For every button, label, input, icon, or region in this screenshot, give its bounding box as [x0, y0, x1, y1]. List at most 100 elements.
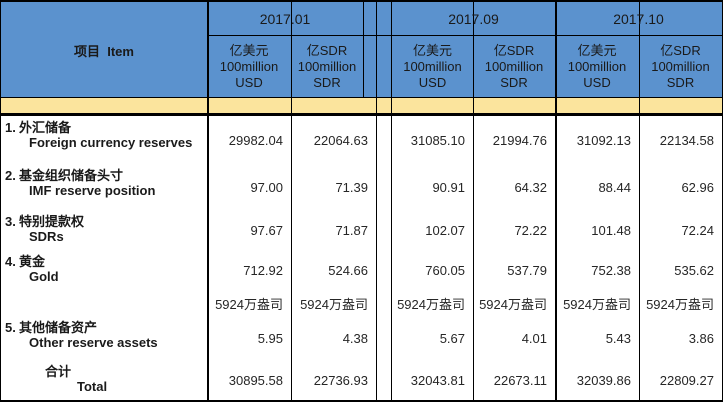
date-header-1: 2017.01	[259, 11, 311, 27]
grid-line	[207, 2, 209, 400]
cell-value: 71.87	[335, 222, 368, 238]
cell-value: 62.96	[681, 179, 714, 195]
grid-line	[0, 0, 1, 402]
row-label-zh: 合计	[45, 364, 72, 379]
row-label-zh: 其他储备资产	[19, 320, 98, 335]
row-number: 2.	[5, 168, 16, 183]
table-row-sdrs: 3. 特别提款权 SDRs 97.67 71.87 102.07 72.22 1…	[0, 210, 723, 250]
row-number: 1.	[5, 120, 16, 135]
cell-value: 64.32	[514, 179, 547, 195]
unit-line: 100million	[403, 58, 462, 74]
unit-line: 100million	[651, 58, 710, 74]
unit-line: 100million	[567, 58, 627, 74]
cell-value: 90.91	[432, 179, 465, 195]
unit-header-sdr-2: 亿SDR 100million SDR	[473, 36, 555, 97]
unit-header-usd-1: 亿美元 100million USD	[207, 36, 291, 97]
cell-value: 72.22	[514, 222, 547, 238]
cell-value: 31092.13	[576, 132, 631, 148]
item-header: 项目 Item	[74, 43, 134, 59]
unit-header-usd-3: 亿美元 100million USD	[555, 36, 639, 97]
table-row-total: 合计 Total 30895.58 22736.93 32043.81 2267…	[0, 360, 723, 400]
cell-value: 760.05	[425, 262, 465, 278]
cell-value: 97.00	[250, 179, 283, 195]
cell-value: 29982.04	[228, 132, 283, 148]
cell-value: 22064.63	[313, 132, 368, 148]
row-number: 3.	[5, 214, 16, 229]
grid-line	[363, 2, 364, 97]
cell-value: 22736.93	[313, 372, 368, 388]
cell-value: 5.67	[439, 330, 465, 346]
cell-value: 712.92	[243, 262, 283, 278]
cell-value: 32039.86	[576, 372, 631, 388]
cell-value: 88.44	[598, 179, 631, 195]
unit-line: SDR	[500, 74, 528, 90]
cell-value: 102.07	[425, 222, 465, 238]
unit-line: 亿SDR	[660, 42, 701, 58]
unit-line: USD	[418, 74, 447, 90]
unit-line: 100million	[297, 58, 357, 74]
date-header-2: 2017.09	[448, 11, 499, 27]
grid-line	[0, 0, 723, 2]
cell-value: 32043.81	[410, 372, 465, 388]
row-number: 5.	[5, 320, 16, 335]
grid-line	[0, 113, 723, 116]
unit-line: USD	[235, 74, 263, 90]
grid-line	[0, 400, 723, 402]
row-label-en: IMF reserve position	[29, 183, 156, 198]
cell-value: 21994.76	[492, 132, 547, 148]
table-row-imf-position: 2. 基金组织储备头寸 IMF reserve position 97.00 7…	[0, 164, 723, 210]
row-label-en: Total	[77, 379, 108, 394]
date-header-3: 2017.10	[613, 11, 664, 27]
cell-value: 97.67	[250, 222, 283, 238]
cell-value: 30895.58	[228, 372, 283, 388]
row-label-zh: 基金组织储备头寸	[19, 168, 124, 183]
cell-value: 4.38	[342, 330, 368, 346]
cell-value: 4.01	[521, 330, 547, 346]
row-number: 4.	[5, 254, 16, 269]
row-label-en: Gold	[29, 269, 59, 284]
cell-value: 5924万盎司	[300, 296, 368, 312]
unit-line: SDR	[666, 74, 695, 90]
table-row-gold-ounces: 5924万盎司 5924万盎司 5924万盎司 5924万盎司 5924万盎司 …	[0, 290, 723, 316]
grid-line	[0, 97, 723, 98]
row-label-en: SDRs	[29, 229, 64, 244]
row-label-zh: 黄金	[19, 254, 46, 269]
cell-value: 535.62	[674, 262, 714, 278]
cell-value: 3.86	[688, 330, 714, 346]
grid-line	[555, 2, 557, 400]
cell-value: 524.66	[328, 262, 368, 278]
cell-value: 71.39	[335, 179, 368, 195]
unit-line: 100million	[219, 58, 279, 74]
unit-line: 亿美元	[412, 42, 452, 58]
unit-line: 100million	[484, 58, 544, 74]
row-label-zh: 特别提款权	[19, 214, 85, 229]
cell-value: 72.24	[681, 222, 714, 238]
unit-header-sdr-1: 亿SDR 100million SDR	[291, 36, 363, 97]
unit-header-sdr-3: 亿SDR 100million SDR	[639, 36, 722, 97]
unit-line: USD	[583, 74, 611, 90]
cell-value: 5.95	[257, 330, 283, 346]
cell-value: 22134.58	[659, 132, 714, 148]
grid-line	[473, 2, 474, 400]
cell-value: 537.79	[507, 262, 547, 278]
row-label-en: Foreign currency reserves	[29, 135, 193, 150]
grid-line	[639, 2, 640, 400]
cell-value: 101.48	[591, 222, 631, 238]
row-label-en: Other reserve assets	[29, 335, 158, 350]
row-label-zh: 外汇储备	[19, 120, 72, 135]
yellow-band	[1, 98, 722, 113]
unit-line: SDR	[313, 74, 341, 90]
grid-line	[391, 2, 392, 400]
unit-header-usd-2: 亿美元 100million USD	[392, 36, 473, 97]
cell-value: 5.43	[605, 330, 631, 346]
grid-line	[207, 35, 723, 36]
cell-value: 5924万盎司	[563, 296, 631, 312]
cell-value: 5924万盎司	[397, 296, 465, 312]
cell-value: 22673.11	[493, 372, 547, 388]
unit-line: 亿美元	[577, 42, 617, 58]
grid-line	[291, 2, 292, 400]
table-row-foreign-currency: 1. 外汇储备 Foreign currency reserves 29982.…	[0, 116, 723, 164]
unit-line: 亿美元	[229, 42, 269, 58]
cell-value: 5924万盎司	[646, 296, 714, 312]
